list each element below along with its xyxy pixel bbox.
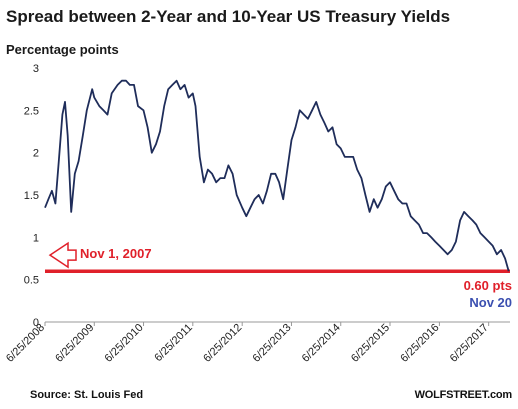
x-tick-label: 6/25/2015	[349, 322, 392, 365]
x-axis-ticks: 6/25/2008 6/25/2009 6/25/2010 6/25/2011 6/25…	[4, 322, 491, 365]
nov-2007-arrow-icon	[48, 241, 77, 269]
y-axis-ticks: 0 0.5 1 1.5 2 2.5 3	[24, 63, 39, 329]
x-tick-label: 6/25/2010	[103, 322, 146, 365]
x-tick-label: 6/25/2017	[448, 322, 491, 365]
x-tick-label: 6/25/2013	[251, 322, 294, 365]
source-note: Source: St. Louis Fed	[30, 389, 143, 401]
y-tick-label: 3	[33, 63, 39, 75]
y-tick-label: 2.5	[24, 105, 39, 117]
brand-logo-text: WOLFSTREET.com	[415, 389, 513, 401]
annotation-nov-1-2007: Nov 1, 2007	[80, 246, 152, 261]
y-tick-label: 2	[33, 148, 39, 160]
x-tick-label: 6/25/2014	[300, 322, 343, 365]
x-tick-label: 6/25/2011	[152, 322, 195, 365]
arrow-shape	[48, 241, 77, 269]
y-tick-label: 0.5	[24, 275, 39, 287]
y-tick-label: 1	[33, 232, 39, 244]
chart-title: Spread between 2-Year and 10-Year US Tre…	[6, 7, 450, 26]
annotation-current-value: 0.60 pts	[464, 278, 512, 293]
x-tick-label: 6/25/2009	[53, 322, 96, 365]
y-tick-label: 1.5	[24, 190, 39, 202]
x-tick-label: 6/25/2016	[398, 322, 441, 365]
x-tick-label: 6/25/2008	[4, 322, 47, 365]
spread-series-line	[44, 79, 510, 272]
y-tick-label: 0	[33, 317, 39, 329]
y-axis-label: Percentage points	[6, 42, 119, 57]
x-tick-label: 6/25/2012	[201, 322, 244, 365]
annotation-current-date: Nov 20	[469, 295, 512, 310]
